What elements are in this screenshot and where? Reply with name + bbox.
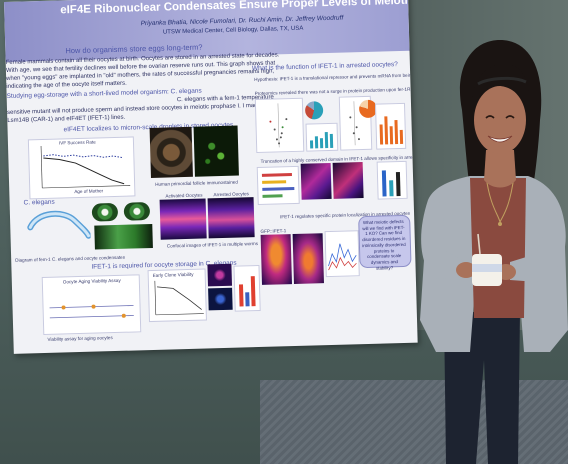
oocyte-diagram-1	[91, 202, 119, 222]
activated-label: Activated Oocytes	[165, 192, 203, 199]
oocyte-micrograph-1	[207, 263, 233, 287]
gfp-label: GFP::IFET-1	[260, 228, 287, 234]
truncation-micrograph-1	[300, 162, 332, 200]
bar-chart-small	[233, 264, 261, 312]
domain-diagram-svg	[261, 173, 295, 198]
ivf-axis-label: Age of Mother	[74, 188, 104, 195]
worm-gfp-image	[94, 223, 153, 250]
proteomics-text: Proteomics revealed there was not a surg…	[254, 86, 418, 97]
celegans-label: C. elegans	[23, 198, 55, 207]
gfp-micrograph-1	[260, 234, 292, 285]
activated-oocytes-image	[159, 198, 207, 240]
bar-chart-orange	[374, 102, 407, 150]
person-presenter	[420, 40, 568, 464]
arrested-oocytes-image	[207, 197, 255, 239]
scatter-plot-2	[338, 95, 373, 151]
volcano-plot	[254, 97, 305, 154]
pie-chart-1	[304, 101, 324, 120]
early-viability-chart: Early Clone Viability	[147, 268, 207, 323]
bar-chart-small-svg	[238, 276, 256, 307]
ivf-chart: IVF Success Rate Age of Mother	[27, 136, 136, 200]
aging-assay-panel: Oocyte Aging Viability Assay	[41, 274, 142, 336]
gfp-micrograph-2	[292, 233, 324, 285]
diagram-caption: Diagram of fem-1 C. elegans and oocyte c…	[15, 254, 126, 263]
ivf-chart-svg	[40, 146, 131, 189]
volcano-plot-svg	[269, 103, 288, 148]
scatter-plot-2-svg	[349, 101, 360, 146]
research-poster: eIF4E Ribonuclear Condensates Ensure Pro…	[4, 0, 418, 354]
bar-chart-blue-svg	[381, 170, 401, 197]
intensity-plot-svg	[328, 243, 357, 271]
model-line: sensitive mutant will not produce sperm …	[7, 102, 281, 116]
bar-chart-orange-svg	[379, 116, 404, 145]
intensity-plot	[324, 230, 360, 278]
aging-assay-svg	[49, 304, 134, 319]
follicle-image	[149, 126, 193, 178]
worm-diagram	[27, 210, 91, 239]
oocyte-diagram-2	[123, 202, 151, 221]
oocyte-micrograph-2	[208, 287, 233, 311]
domain-diagram	[256, 165, 300, 205]
ivf-chart-label: IVF Success Rate	[58, 139, 96, 146]
viability-caption: Viability assay for aging oocytes	[47, 335, 113, 342]
bar-chart-blue	[376, 160, 408, 200]
bar-chart-teal-svg	[309, 132, 334, 149]
follicle-caption: Human primordial follicle immunostained	[155, 179, 238, 187]
follicle-stain-image	[193, 125, 239, 177]
arrested-label: Arrested Oocytes	[213, 191, 250, 198]
hypothesis-text: Hypothesis: IFET-1 is a translational re…	[254, 70, 417, 83]
truncation-micrograph-2	[332, 162, 364, 199]
early-viability-svg	[154, 280, 204, 316]
bar-chart-teal	[305, 122, 339, 152]
confocal-caption: Confocal images of IFET-1 in multiple wo…	[166, 241, 259, 249]
